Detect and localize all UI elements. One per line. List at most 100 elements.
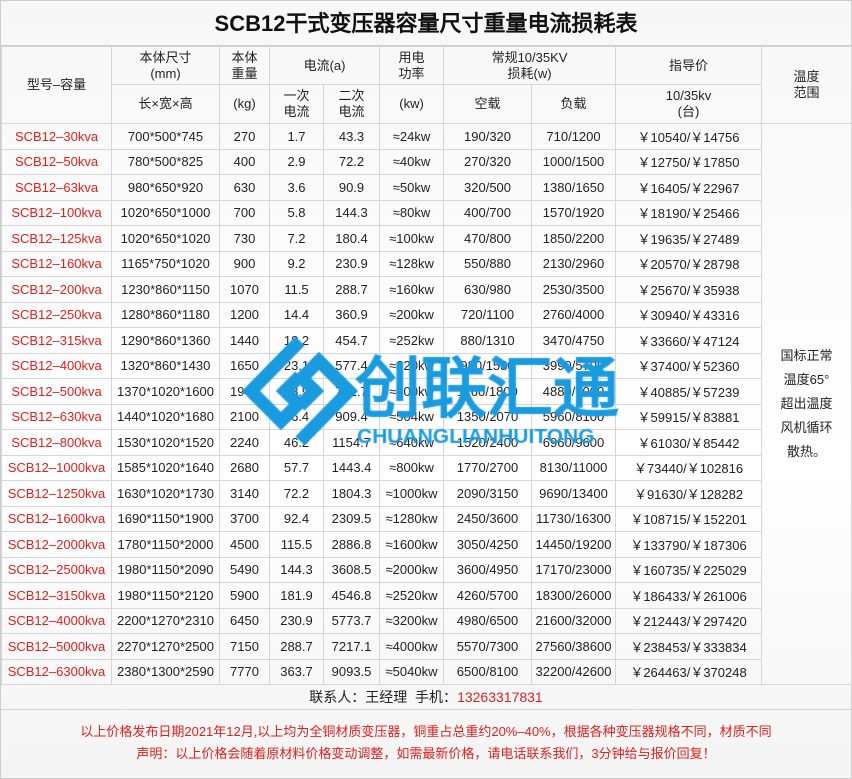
cell-weight: 1440 [219,327,270,354]
cell-price: ￥12750/￥17850 [615,148,763,175]
cell-weight: 5490 [219,556,270,583]
cell-power: ≈320kw [379,352,445,379]
cell-weight: 4500 [219,531,270,558]
cell-loss-noload: 2450/3600 [443,505,533,532]
cell-current-primary: 230.9 [269,607,324,634]
cell-current-primary: 92.4 [269,505,324,532]
cell-size: 1230*860*1150 [111,276,220,303]
table-row: SCB12–30kva 700*500*745 270 1.7 43.3 ≈24kw 190… [1,123,852,685]
header-price: 指导价 [615,46,763,85]
cell-current-primary: 5.8 [269,199,324,226]
cell-loss-noload: 190/320 [443,123,533,150]
cell-price: ￥40885/￥57239 [615,378,763,405]
cell-current-primary: 7.2 [269,225,324,252]
cell-power: ≈100kw [379,225,445,252]
cell-loss-noload: 3600/4950 [443,556,533,583]
cell-power: ≈160kw [379,276,445,303]
cell-current-secondary: 2309.5 [322,505,381,532]
cell-power: ≈128kw [379,250,445,277]
header-current-primary: 一次 电流 [269,84,324,124]
cell-loss-load: 27560/38600 [531,633,617,660]
header-power: 用电 功率 [379,46,445,85]
cell-size: 1690*1150*1900 [111,505,220,532]
cell-size: 1290*860*1360 [111,327,220,354]
table-row: SCB12–125kva 1020*650*1020 730 7.2 180.4 ≈100… [1,225,852,252]
cell-loss-load: 1000/1500 [531,148,617,175]
cell-current-secondary: 5773.7 [322,607,381,634]
cell-power: ≈2520kw [379,582,445,609]
cell-current-primary: 115.5 [269,531,324,558]
cell-size: 2200*1270*2310 [111,607,220,634]
cell-power: ≈1280kw [379,505,445,532]
cell-model: SCB12–4000kva [1,607,112,634]
cell-price: ￥91630/￥128282 [615,480,763,507]
table-row: SCB12–3150kva 1980*1150*2120 5900 181.9 4546… [1,582,852,609]
cell-current-primary: 181.9 [269,582,324,609]
cell-price: ￥18190/￥25466 [615,199,763,226]
cell-current-primary: 46.2 [269,429,324,456]
note-disclaimer: 声明：以上价格会随着原材料价格变动调整，如需最新价格，请电话联系我们，3分钟给与… [136,746,716,761]
cell-model: SCB12–6300kva [1,658,112,685]
header-loss-noload: 空载 [443,84,533,124]
cell-power: ≈504kw [379,403,445,430]
table-row: SCB12–100kva 1020*650*1000 700 5.8 144.3 ≈80k… [1,199,852,226]
cell-loss-noload: 3050/4250 [443,531,533,558]
cell-model: SCB12–315kva [1,327,112,354]
cell-size: 1320*860*1430 [111,352,220,379]
table-row: SCB12–800kva 1530*1020*1520 2240 46.2 1154.7… [1,429,852,456]
header-current: 电流(a) [268,46,381,85]
note-release: 以上价格发布日期2021年12月,以上均为全铜材质变压器，铜重占总重约20%–4… [80,724,772,739]
table-row: SCB12–315kva 1290*860*1360 1440 18.2 454.7 ≈2… [1,327,852,354]
table-row: SCB12–1250kva 1630*1020*1730 3140 72.2 1804.… [1,480,852,507]
cell-loss-noload: 400/700 [443,199,533,226]
cell-power: ≈800kw [379,454,445,481]
cell-loss-noload: 880/1310 [443,327,533,354]
cell-price: ￥10540/￥14756 [615,123,763,150]
cell-current-secondary: 7217.1 [322,633,381,660]
cell-model: SCB12–200kva [1,276,112,303]
cell-weight: 2240 [219,429,270,456]
cell-current-primary: 72.2 [269,480,324,507]
cell-power: ≈5040kw [379,658,445,685]
cell-size: 1440*1020*1680 [111,403,220,430]
header-model: 型号–容量 [1,46,112,124]
cell-size: 980*650*920 [111,174,220,201]
cell-weight: 6450 [219,607,270,634]
header-weight: 本体 重量 [219,46,270,85]
cell-current-secondary: 180.4 [322,225,381,252]
cell-current-secondary: 72.2 [322,148,381,175]
cell-current-primary: 14.4 [269,301,324,328]
header-price-sub: 10/35kv (台) [615,84,763,124]
table-row: SCB12–250kva 1280*860*1180 1200 14.4 360.9 ≈2… [1,301,852,328]
cell-weight: 2680 [219,454,270,481]
cell-price: ￥37400/￥52360 [615,352,763,379]
table-row: SCB12–2000kva 1780*1150*2000 4500 115.5 2886… [1,531,852,558]
cell-current-primary: 3.6 [269,174,324,201]
table-row: SCB12–6300kva 2380*1300*2590 7770 363.7 9093… [1,658,852,685]
cell-size: 700*500*745 [111,123,220,150]
table-row: SCB12–160kva 1165*750*1020 900 9.2 230.9 ≈128… [1,250,852,277]
cell-power: ≈200kw [379,301,445,328]
cell-price: ￥30940/￥43316 [615,301,763,328]
cell-current-primary: 11.5 [269,276,324,303]
cell-loss-load: 17170/23000 [531,556,617,583]
cell-loss-noload: 1520/2400 [443,429,533,456]
temperature-note: 国标正常 温度65° 超出温度 风机循环 散热。 [761,123,852,685]
cell-price: ￥20570/￥28798 [615,250,763,277]
cell-loss-load: 8130/11000 [531,454,617,481]
header-loss: 常规10/35KV 损耗(w) [443,46,617,85]
cell-current-secondary: 9093.5 [322,658,381,685]
cell-price: ￥133790/￥187306 [615,531,763,558]
cell-model: SCB12–5000kva [1,633,112,660]
cell-size: 2380*1300*2590 [111,658,220,685]
cell-size: 1530*1020*1520 [111,429,220,456]
cell-price: ￥61030/￥85442 [615,429,763,456]
cell-power: ≈50kw [379,174,445,201]
cell-model: SCB12–400kva [1,352,112,379]
cell-loss-load: 11730/16300 [531,505,617,532]
contact-label: 联系人：王经理 手机： [309,689,458,705]
cell-loss-load: 3990/5700 [531,352,617,379]
cell-price: ￥19635/￥27489 [615,225,763,252]
cell-current-primary: 9.2 [269,250,324,277]
